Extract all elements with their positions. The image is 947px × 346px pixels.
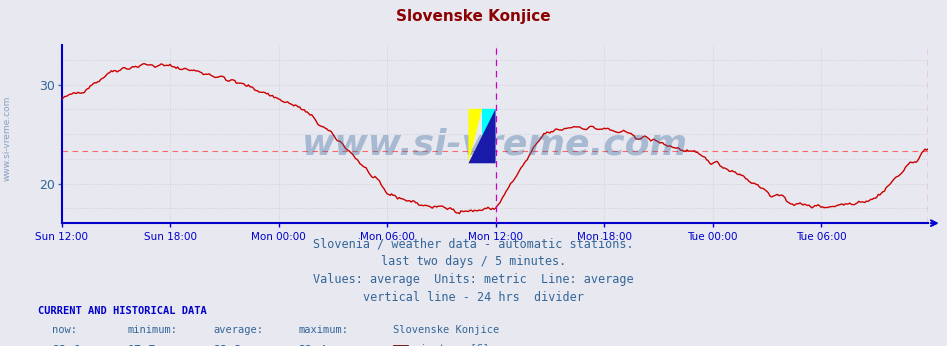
Text: Slovenske Konjice: Slovenske Konjice <box>396 9 551 24</box>
Text: maximum:: maximum: <box>298 325 348 335</box>
Text: now:: now: <box>52 325 77 335</box>
Text: last two days / 5 minutes.: last two days / 5 minutes. <box>381 255 566 268</box>
Text: 32.4: 32.4 <box>298 344 327 346</box>
Polygon shape <box>469 109 482 163</box>
Polygon shape <box>469 109 495 163</box>
Text: Slovenske Konjice: Slovenske Konjice <box>393 325 499 335</box>
Text: 17.7: 17.7 <box>128 344 156 346</box>
Text: air temp.[C]: air temp.[C] <box>414 344 489 346</box>
Text: Values: average  Units: metric  Line: average: Values: average Units: metric Line: aver… <box>313 273 634 286</box>
Polygon shape <box>482 109 495 163</box>
Text: vertical line - 24 hrs  divider: vertical line - 24 hrs divider <box>363 291 584 304</box>
Text: www.si-vreme.com: www.si-vreme.com <box>302 128 688 162</box>
Text: www.si-vreme.com: www.si-vreme.com <box>3 96 12 181</box>
Text: minimum:: minimum: <box>128 325 178 335</box>
Text: CURRENT AND HISTORICAL DATA: CURRENT AND HISTORICAL DATA <box>38 306 206 316</box>
Text: average:: average: <box>213 325 263 335</box>
Text: 23.6: 23.6 <box>52 344 80 346</box>
Text: 23.3: 23.3 <box>213 344 241 346</box>
Text: Slovenia / weather data - automatic stations.: Slovenia / weather data - automatic stat… <box>313 237 634 250</box>
